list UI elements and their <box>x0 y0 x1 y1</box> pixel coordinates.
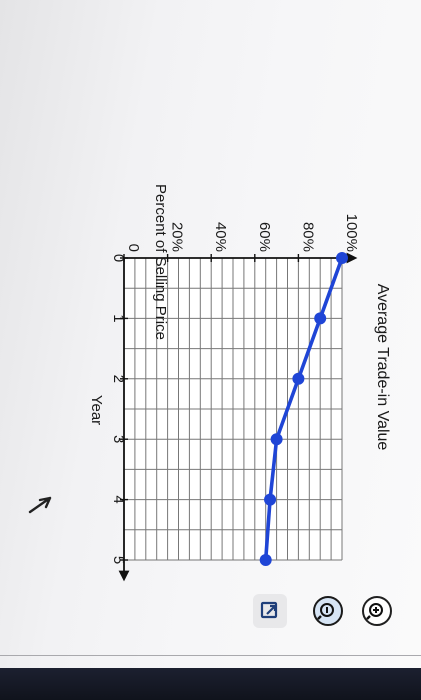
y-axis-title: Percent of Selling Price <box>152 184 169 340</box>
y-tick-label: 100% <box>343 214 360 252</box>
x-tick-label: 3 <box>110 435 127 443</box>
zoom-in-button[interactable] <box>362 596 392 626</box>
chart-plot-group: 0 20% 40% 60% 80% 100% 0 1 2 3 4 5 Average Trade-in… <box>88 184 391 582</box>
divider <box>0 655 421 656</box>
x-axis-title: Year <box>88 395 105 425</box>
x-tick-label: 1 <box>110 314 127 322</box>
y-tick-label: 20% <box>169 222 186 252</box>
pop-out-icon <box>260 601 278 619</box>
data-point <box>270 433 283 446</box>
x-tick-label: 5 <box>110 556 127 564</box>
y-tick-label: 40% <box>212 222 229 252</box>
axes <box>118 252 358 582</box>
y-tick-label: 60% <box>256 222 273 252</box>
data-point <box>259 554 272 566</box>
zoom-out-icon <box>317 603 334 620</box>
data-point <box>264 493 277 506</box>
pop-out-button[interactable] <box>253 594 287 628</box>
series <box>259 252 348 566</box>
y-tick-label: 0 <box>125 244 142 252</box>
chart-title: Average Trade-in Value <box>374 284 391 451</box>
mouse-cursor-icon <box>28 496 52 514</box>
series-line <box>263 257 344 561</box>
tick-labels: 0 20% 40% 60% 80% 100% 0 1 2 3 4 5 <box>110 214 360 565</box>
zoom-in-icon <box>366 603 383 620</box>
y-tick-label: 80% <box>299 222 316 252</box>
data-point <box>314 312 327 325</box>
zoom-out-button[interactable] <box>313 596 343 626</box>
x-tick-label: 4 <box>110 495 127 503</box>
screen-bezel <box>0 668 421 700</box>
grid <box>124 258 343 561</box>
data-point <box>292 372 305 385</box>
x-tick-label: 0 <box>110 254 127 262</box>
x-tick-label: 2 <box>110 375 127 383</box>
data-point <box>336 252 348 264</box>
